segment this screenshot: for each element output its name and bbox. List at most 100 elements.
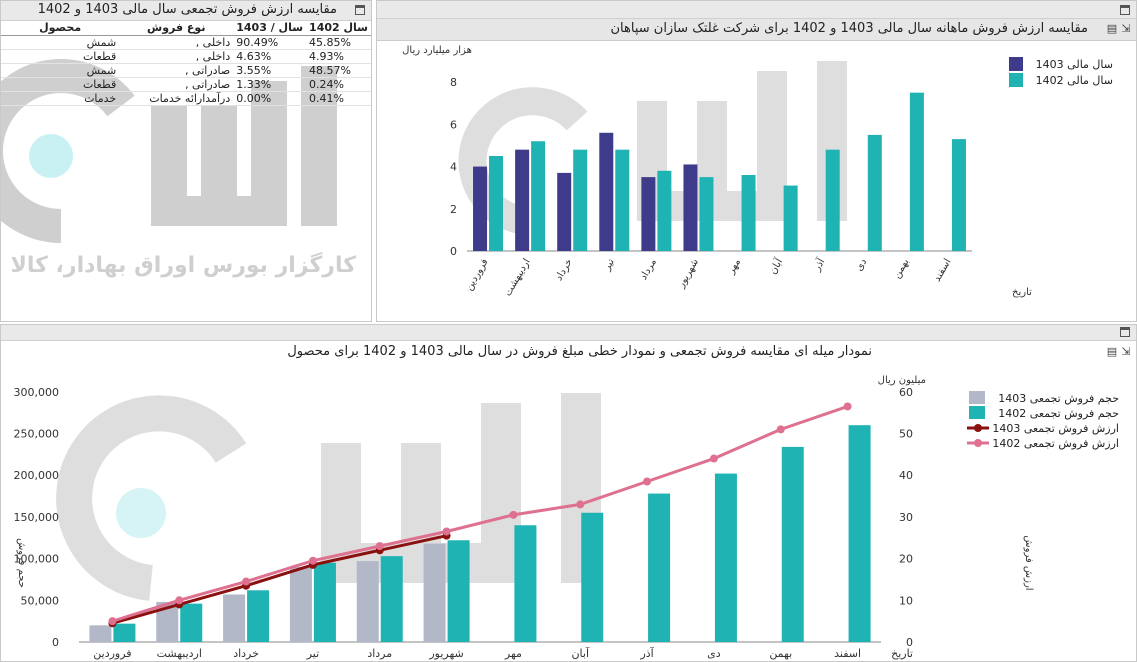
x-tick-label: خرداد <box>233 647 259 660</box>
table-row[interactable]: 0.24% 1.33% صادراتی , قطعات <box>1 77 371 92</box>
x-axis-label: تاریخ <box>1012 287 1032 298</box>
bar-1402 <box>615 149 630 251</box>
bar-volume-1402 <box>380 556 403 642</box>
table-row[interactable]: 4.93% 4.63% داخلی , قطعات <box>1 49 371 64</box>
legend-label: سال مالی 1402 <box>1036 74 1113 87</box>
cell-product: شمش <box>1 35 120 50</box>
bar-1402 <box>867 134 882 251</box>
chart-title: مقایسه ارزش فروش ماهانه سال مالی 1403 و … <box>610 21 1089 36</box>
cumulative-chart-panel: نمودار میله ای مقایسه فروش تجمعی و نمودا… <box>0 324 1137 662</box>
y-axis-label: هزار میلیارد ریال <box>402 45 472 56</box>
y-right-tick-label: 0 <box>906 636 913 649</box>
bar-volume-1403 <box>223 594 246 642</box>
monthly-titlebar <box>377 1 1136 19</box>
watermark-base <box>321 543 521 583</box>
line-point <box>242 577 251 586</box>
bar-1402 <box>741 175 756 251</box>
line-point <box>442 527 451 536</box>
maximize-icon[interactable] <box>355 5 365 15</box>
bar-volume-1402 <box>648 493 671 642</box>
bar-1402 <box>825 149 840 251</box>
line-point <box>576 500 585 509</box>
y-tick-label: 150,000 <box>14 511 60 524</box>
line-point <box>175 596 184 605</box>
line-point <box>776 425 785 434</box>
x-tick-label: آذر <box>639 646 654 660</box>
y-right-tick-label: 30 <box>899 511 913 524</box>
x-tick-label: فروردین <box>93 647 131 660</box>
cell-type: درآمدارائه خدمات <box>119 91 234 106</box>
bar-1402 <box>909 92 924 251</box>
legend-swatch <box>969 391 985 404</box>
bar-1403 <box>641 177 656 251</box>
x-tick-label: خرداد <box>554 257 575 283</box>
legend-label: حجم فروش تجمعی 1403 <box>998 392 1119 405</box>
bar-volume-1402 <box>781 446 804 642</box>
cell-y1402: 48.57% <box>306 63 371 78</box>
print-icon[interactable]: ▤ <box>1106 22 1118 35</box>
col-header-type[interactable]: نوع فروش <box>119 21 234 36</box>
cell-y1403: 3.55% <box>233 63 307 78</box>
legend-label: ارزش فروش تجمعی 1403 <box>992 422 1119 435</box>
cell-product: قطعات <box>1 77 120 92</box>
table-header-row: سال 1402 سال / 1403 نوع فروش محصول <box>1 21 371 36</box>
legend-swatch-dot <box>974 424 982 432</box>
line-value-1403 <box>112 534 447 625</box>
bar-1402 <box>531 141 546 251</box>
y-tick-label: 0 <box>450 245 457 258</box>
y-right-tick-label: 40 <box>899 469 913 482</box>
col-header-y1403[interactable]: سال / 1403 <box>233 21 307 36</box>
bottom-chart-header: نمودار میله ای مقایسه فروش تجمعی و نمودا… <box>1 341 1136 363</box>
cell-y1402: 0.24% <box>306 77 371 92</box>
bar-volume-1403 <box>156 601 179 642</box>
y-right-tick-label: 50 <box>899 428 913 441</box>
x-tick-label: مرداد <box>367 647 392 660</box>
line-point <box>509 510 518 519</box>
cell-y1403: 90.49% <box>233 35 307 50</box>
legend-swatch <box>1009 73 1023 87</box>
bar-1402 <box>573 149 588 251</box>
x-tick-label: اردیبهشت <box>157 647 202 660</box>
table-row[interactable]: 45.85% 90.49% داخلی , شمش <box>1 35 371 50</box>
table-row[interactable]: 0.41% 0.00% درآمدارائه خدمات خدمات <box>1 91 371 106</box>
bar-1403 <box>683 164 698 251</box>
chart-header-strip: مقایسه ارزش فروش ماهانه سال مالی 1403 و … <box>377 19 1136 41</box>
watermark-logo <box>56 393 601 601</box>
table-row[interactable]: 48.57% 3.55% صادراتی , شمش <box>1 63 371 78</box>
x-tick-label: فروردین <box>464 257 491 293</box>
x-tick-label: اسفند <box>834 647 861 660</box>
sales-share-table: سال 1402 سال / 1403 نوع فروش محصول 45.85… <box>1 21 371 106</box>
col-header-y1402[interactable]: سال 1402 <box>306 21 371 36</box>
legend-label: حجم فروش تجمعی 1402 <box>998 407 1119 420</box>
maximize-icon[interactable] <box>1120 327 1130 337</box>
line-point <box>108 617 117 626</box>
cumulative-combo-chart: 0 50,000 100,000 150,000 200,000 250,000 300,0… <box>14 375 1120 660</box>
bar-1403 <box>473 166 488 251</box>
bar-1403 <box>599 132 614 251</box>
monthly-sales-panel: مقایسه ارزش فروش ماهانه سال مالی 1403 و … <box>376 0 1137 322</box>
bar-1402 <box>951 139 966 251</box>
line-point <box>843 402 852 411</box>
export-icon[interactable]: ⇲ <box>1121 22 1131 35</box>
bar-1403 <box>557 172 572 251</box>
watermark-dot <box>116 488 166 538</box>
bar-volume-1402 <box>714 473 737 642</box>
line-value-1402 <box>111 405 849 623</box>
panel-titlebar: مقایسه ارزش فروش تجمعی سال مالی 1403 و 1… <box>1 1 371 21</box>
col-header-product[interactable]: محصول <box>1 21 120 36</box>
export-icon[interactable]: ⇲ <box>1121 345 1131 358</box>
bar-volume-1403 <box>289 566 312 642</box>
bar-1402 <box>489 156 504 251</box>
cell-type: صادراتی , <box>119 77 234 92</box>
right-axis-unit: میلیون ریال <box>878 375 926 386</box>
x-tick-label: مهر <box>504 647 522 660</box>
chart-title: نمودار میله ای مقایسه فروش تجمعی و نمودا… <box>287 344 872 359</box>
monthly-bar-chart: هزار میلیارد ریال 0 2 4 6 8 فروردین اردیبهشت خرد… <box>402 45 1113 298</box>
x-tick-label: دی <box>854 257 870 273</box>
maximize-icon[interactable] <box>1120 5 1130 15</box>
x-tick-label: اردیبهشت <box>503 257 533 298</box>
watermark-arc <box>56 395 247 601</box>
print-icon[interactable]: ▤ <box>1106 345 1118 358</box>
y-right-tick-label: 10 <box>899 594 913 607</box>
cumulative-sales-panel: مقایسه ارزش فروش تجمعی سال مالی 1403 و 1… <box>0 0 1137 322</box>
